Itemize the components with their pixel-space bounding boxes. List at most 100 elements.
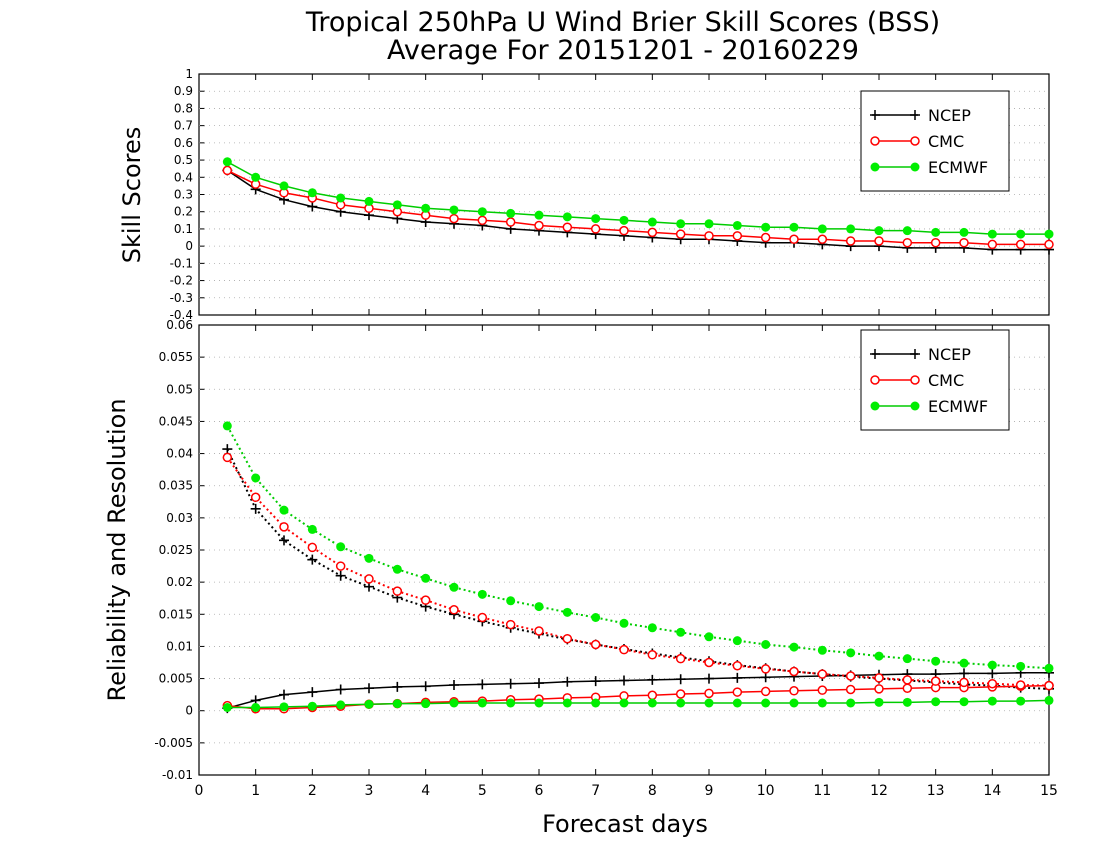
data-point-circle xyxy=(619,644,629,655)
data-point-circle xyxy=(1044,680,1054,691)
data-point-plus xyxy=(477,679,488,690)
data-point-dot xyxy=(562,212,572,222)
x-tick-label: 2 xyxy=(308,783,317,799)
data-point-dot xyxy=(364,699,374,709)
y-tick-label: 0.05 xyxy=(166,382,193,396)
y-tick-label: 0.3 xyxy=(174,188,193,202)
x-tick-label: 12 xyxy=(870,783,888,799)
data-point-circle xyxy=(534,220,544,231)
data-point-dot xyxy=(562,607,572,617)
legend-label-cmc: CMC xyxy=(928,371,964,390)
data-point-dot xyxy=(931,656,941,666)
data-point-circle xyxy=(760,664,771,674)
data-point-circle xyxy=(732,231,743,241)
data-point-circle xyxy=(845,684,856,695)
data-point-dot xyxy=(987,660,997,670)
data-point-dot xyxy=(959,658,969,668)
data-point-dot xyxy=(789,698,799,708)
data-point-dot xyxy=(931,227,941,237)
data-point-dot xyxy=(421,203,431,213)
data-point-dot xyxy=(506,698,516,708)
data-point-circle xyxy=(392,586,403,596)
data-point-plus xyxy=(335,570,346,581)
y-tick-label: 0.04 xyxy=(166,447,193,461)
data-point-dot xyxy=(392,699,402,709)
y-tick-label: 0.005 xyxy=(159,672,193,686)
data-point-circle xyxy=(789,666,799,677)
data-point-plus xyxy=(250,503,261,514)
data-point-dot xyxy=(336,700,346,710)
data-point-dot xyxy=(279,181,289,191)
y-axis-label-bottom: Reliability and Resolution xyxy=(103,398,131,701)
x-tick-label: 11 xyxy=(813,783,831,799)
data-point-dot xyxy=(789,222,799,232)
data-point-dot xyxy=(534,602,544,612)
data-point-circle xyxy=(930,237,941,248)
data-point-circle xyxy=(874,673,884,683)
data-point-dot xyxy=(761,640,771,649)
data-point-dot xyxy=(676,698,686,708)
y-tick-label: 0.5 xyxy=(174,153,193,167)
data-point-circle xyxy=(704,231,714,241)
data-point-dot xyxy=(477,207,487,217)
data-point-dot xyxy=(421,699,431,709)
data-point-circle xyxy=(562,222,573,232)
filled-circle-icon xyxy=(910,162,920,172)
data-point-dot xyxy=(647,698,657,708)
data-point-circle xyxy=(959,677,969,688)
data-point-circle xyxy=(1015,680,1026,690)
x-tick-label: 9 xyxy=(705,783,714,799)
y-tick-label: 0.6 xyxy=(174,136,193,150)
data-point-dot xyxy=(279,505,289,515)
series-line-ncep-resolution xyxy=(226,448,1050,690)
data-point-circle xyxy=(874,684,884,694)
data-point-dot xyxy=(534,210,544,220)
data-point-plus xyxy=(335,684,346,695)
data-point-dot xyxy=(449,205,459,215)
data-point-dot xyxy=(732,698,742,708)
data-point-circle xyxy=(534,626,544,636)
legend-label-cmc: CMC xyxy=(928,132,964,151)
data-point-dot xyxy=(647,623,657,633)
data-point-dot xyxy=(506,208,516,218)
data-point-dot xyxy=(619,215,629,225)
data-point-plus xyxy=(987,668,998,679)
y-tick-label: 0.03 xyxy=(166,511,193,525)
series-line-ecmwf-reliability xyxy=(227,699,1050,709)
series-line-ecmwf-resolution xyxy=(226,425,1050,670)
data-point-dot xyxy=(222,703,232,712)
data-point-dot xyxy=(307,188,317,198)
data-point-dot xyxy=(591,214,601,224)
x-tick-label: 15 xyxy=(1040,783,1058,799)
data-point-dot xyxy=(846,224,856,234)
data-point-circle xyxy=(279,522,289,532)
data-point-circle xyxy=(250,492,261,503)
data-point-dot xyxy=(421,573,431,583)
data-point-dot xyxy=(619,618,629,628)
data-point-plus xyxy=(364,683,374,694)
data-point-dot xyxy=(251,703,261,712)
y-tick-label: -0.4 xyxy=(170,308,193,322)
data-point-circle xyxy=(335,561,346,571)
data-point-plus xyxy=(392,681,403,692)
data-point-circle xyxy=(675,689,686,699)
y-tick-label: 0.4 xyxy=(174,170,193,184)
series-line-cmc-resolution xyxy=(226,456,1050,687)
data-point-circle xyxy=(760,232,771,243)
y-tick-label: -0.2 xyxy=(170,274,193,288)
data-point-dot xyxy=(336,542,346,552)
data-point-circle xyxy=(959,237,969,248)
data-point-dot xyxy=(392,564,402,574)
x-tick-label: 5 xyxy=(478,783,487,799)
data-point-plus xyxy=(959,668,969,679)
series-line-ecmwf xyxy=(226,161,1049,235)
data-point-dot xyxy=(902,226,912,236)
open-circle-icon xyxy=(870,375,880,385)
y-tick-label: 0.01 xyxy=(166,639,193,653)
data-point-dot xyxy=(364,553,374,563)
data-point-circle xyxy=(675,653,686,664)
data-point-plus xyxy=(732,672,743,683)
data-point-plus xyxy=(590,676,601,687)
data-point-dot xyxy=(251,172,261,182)
data-point-dot xyxy=(931,697,941,707)
